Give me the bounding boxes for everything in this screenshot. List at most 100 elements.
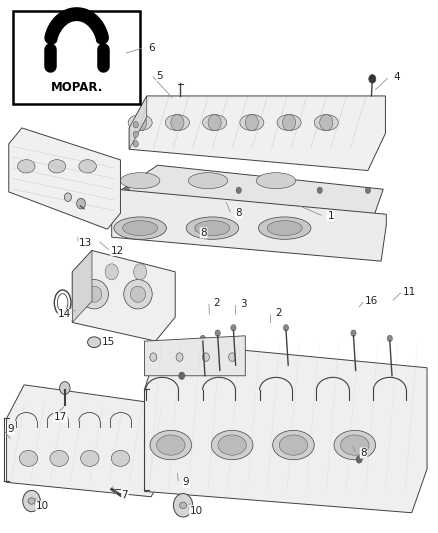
Bar xyxy=(13,11,140,104)
Circle shape xyxy=(387,335,392,342)
Text: 7: 7 xyxy=(121,490,128,499)
Circle shape xyxy=(236,187,241,193)
Circle shape xyxy=(134,264,147,280)
Text: 8: 8 xyxy=(360,448,367,458)
Ellipse shape xyxy=(124,279,152,309)
Ellipse shape xyxy=(48,160,66,173)
Circle shape xyxy=(200,335,205,342)
Ellipse shape xyxy=(79,160,96,173)
Circle shape xyxy=(134,115,147,131)
Ellipse shape xyxy=(314,115,339,131)
Ellipse shape xyxy=(202,115,227,131)
Text: 6: 6 xyxy=(148,43,155,53)
Ellipse shape xyxy=(277,115,301,131)
Ellipse shape xyxy=(186,217,239,239)
Ellipse shape xyxy=(188,173,228,189)
Ellipse shape xyxy=(123,221,158,236)
Ellipse shape xyxy=(258,217,311,239)
Ellipse shape xyxy=(150,431,192,459)
Polygon shape xyxy=(72,251,175,341)
Text: 5: 5 xyxy=(156,71,163,80)
Text: 4: 4 xyxy=(393,72,400,82)
Ellipse shape xyxy=(50,450,68,466)
Text: 9: 9 xyxy=(183,478,190,487)
Text: 12: 12 xyxy=(111,246,124,255)
Circle shape xyxy=(317,187,322,193)
Circle shape xyxy=(60,382,70,394)
Text: 17: 17 xyxy=(54,412,67,422)
Text: 3: 3 xyxy=(240,299,247,309)
Circle shape xyxy=(351,330,356,336)
Text: MOPAR.: MOPAR. xyxy=(50,81,103,94)
Text: 2: 2 xyxy=(213,298,220,308)
Ellipse shape xyxy=(131,286,145,302)
Circle shape xyxy=(171,115,184,131)
Text: 10: 10 xyxy=(190,506,203,515)
Polygon shape xyxy=(129,96,385,171)
Ellipse shape xyxy=(279,435,308,455)
Circle shape xyxy=(23,490,40,512)
Ellipse shape xyxy=(218,435,246,455)
Circle shape xyxy=(215,330,220,336)
Polygon shape xyxy=(145,336,245,376)
Ellipse shape xyxy=(18,160,35,173)
Circle shape xyxy=(202,353,209,361)
Circle shape xyxy=(133,141,138,147)
Polygon shape xyxy=(9,128,120,229)
Circle shape xyxy=(245,115,258,131)
Circle shape xyxy=(64,193,71,201)
Circle shape xyxy=(320,115,333,131)
Ellipse shape xyxy=(195,221,230,236)
Text: 8: 8 xyxy=(235,208,242,218)
Ellipse shape xyxy=(211,431,253,459)
Ellipse shape xyxy=(28,498,35,504)
Circle shape xyxy=(133,131,138,138)
Circle shape xyxy=(150,353,157,361)
Ellipse shape xyxy=(80,279,109,309)
Ellipse shape xyxy=(81,450,99,466)
Ellipse shape xyxy=(256,173,296,189)
Circle shape xyxy=(173,494,193,517)
Text: 16: 16 xyxy=(365,296,378,306)
Ellipse shape xyxy=(88,337,101,348)
Text: 14: 14 xyxy=(58,310,71,319)
Circle shape xyxy=(77,264,90,280)
Ellipse shape xyxy=(180,502,187,508)
Circle shape xyxy=(356,456,362,463)
Ellipse shape xyxy=(341,435,369,455)
Circle shape xyxy=(229,353,236,361)
Polygon shape xyxy=(118,165,383,214)
Ellipse shape xyxy=(166,115,189,131)
Text: 9: 9 xyxy=(7,424,14,434)
Ellipse shape xyxy=(128,115,152,131)
Text: 8: 8 xyxy=(200,228,207,238)
Ellipse shape xyxy=(19,450,38,466)
Text: 10: 10 xyxy=(36,502,49,511)
Text: 15: 15 xyxy=(102,337,115,347)
Ellipse shape xyxy=(86,286,102,302)
Circle shape xyxy=(176,353,183,361)
Circle shape xyxy=(105,264,118,280)
Circle shape xyxy=(208,115,221,131)
Circle shape xyxy=(231,325,236,331)
Polygon shape xyxy=(112,189,386,261)
Polygon shape xyxy=(145,342,427,513)
Circle shape xyxy=(179,372,185,379)
Circle shape xyxy=(365,187,371,193)
Polygon shape xyxy=(7,385,169,497)
Circle shape xyxy=(369,75,376,83)
Polygon shape xyxy=(72,251,92,322)
Ellipse shape xyxy=(111,450,130,466)
Ellipse shape xyxy=(240,115,264,131)
Ellipse shape xyxy=(334,431,376,459)
Circle shape xyxy=(77,198,85,209)
Circle shape xyxy=(283,115,296,131)
Ellipse shape xyxy=(120,173,160,189)
Polygon shape xyxy=(129,96,147,149)
Circle shape xyxy=(133,122,138,128)
Ellipse shape xyxy=(267,221,302,236)
Ellipse shape xyxy=(114,217,166,239)
Text: 1: 1 xyxy=(327,211,334,221)
Text: 13: 13 xyxy=(79,238,92,247)
Text: 2: 2 xyxy=(275,309,282,318)
